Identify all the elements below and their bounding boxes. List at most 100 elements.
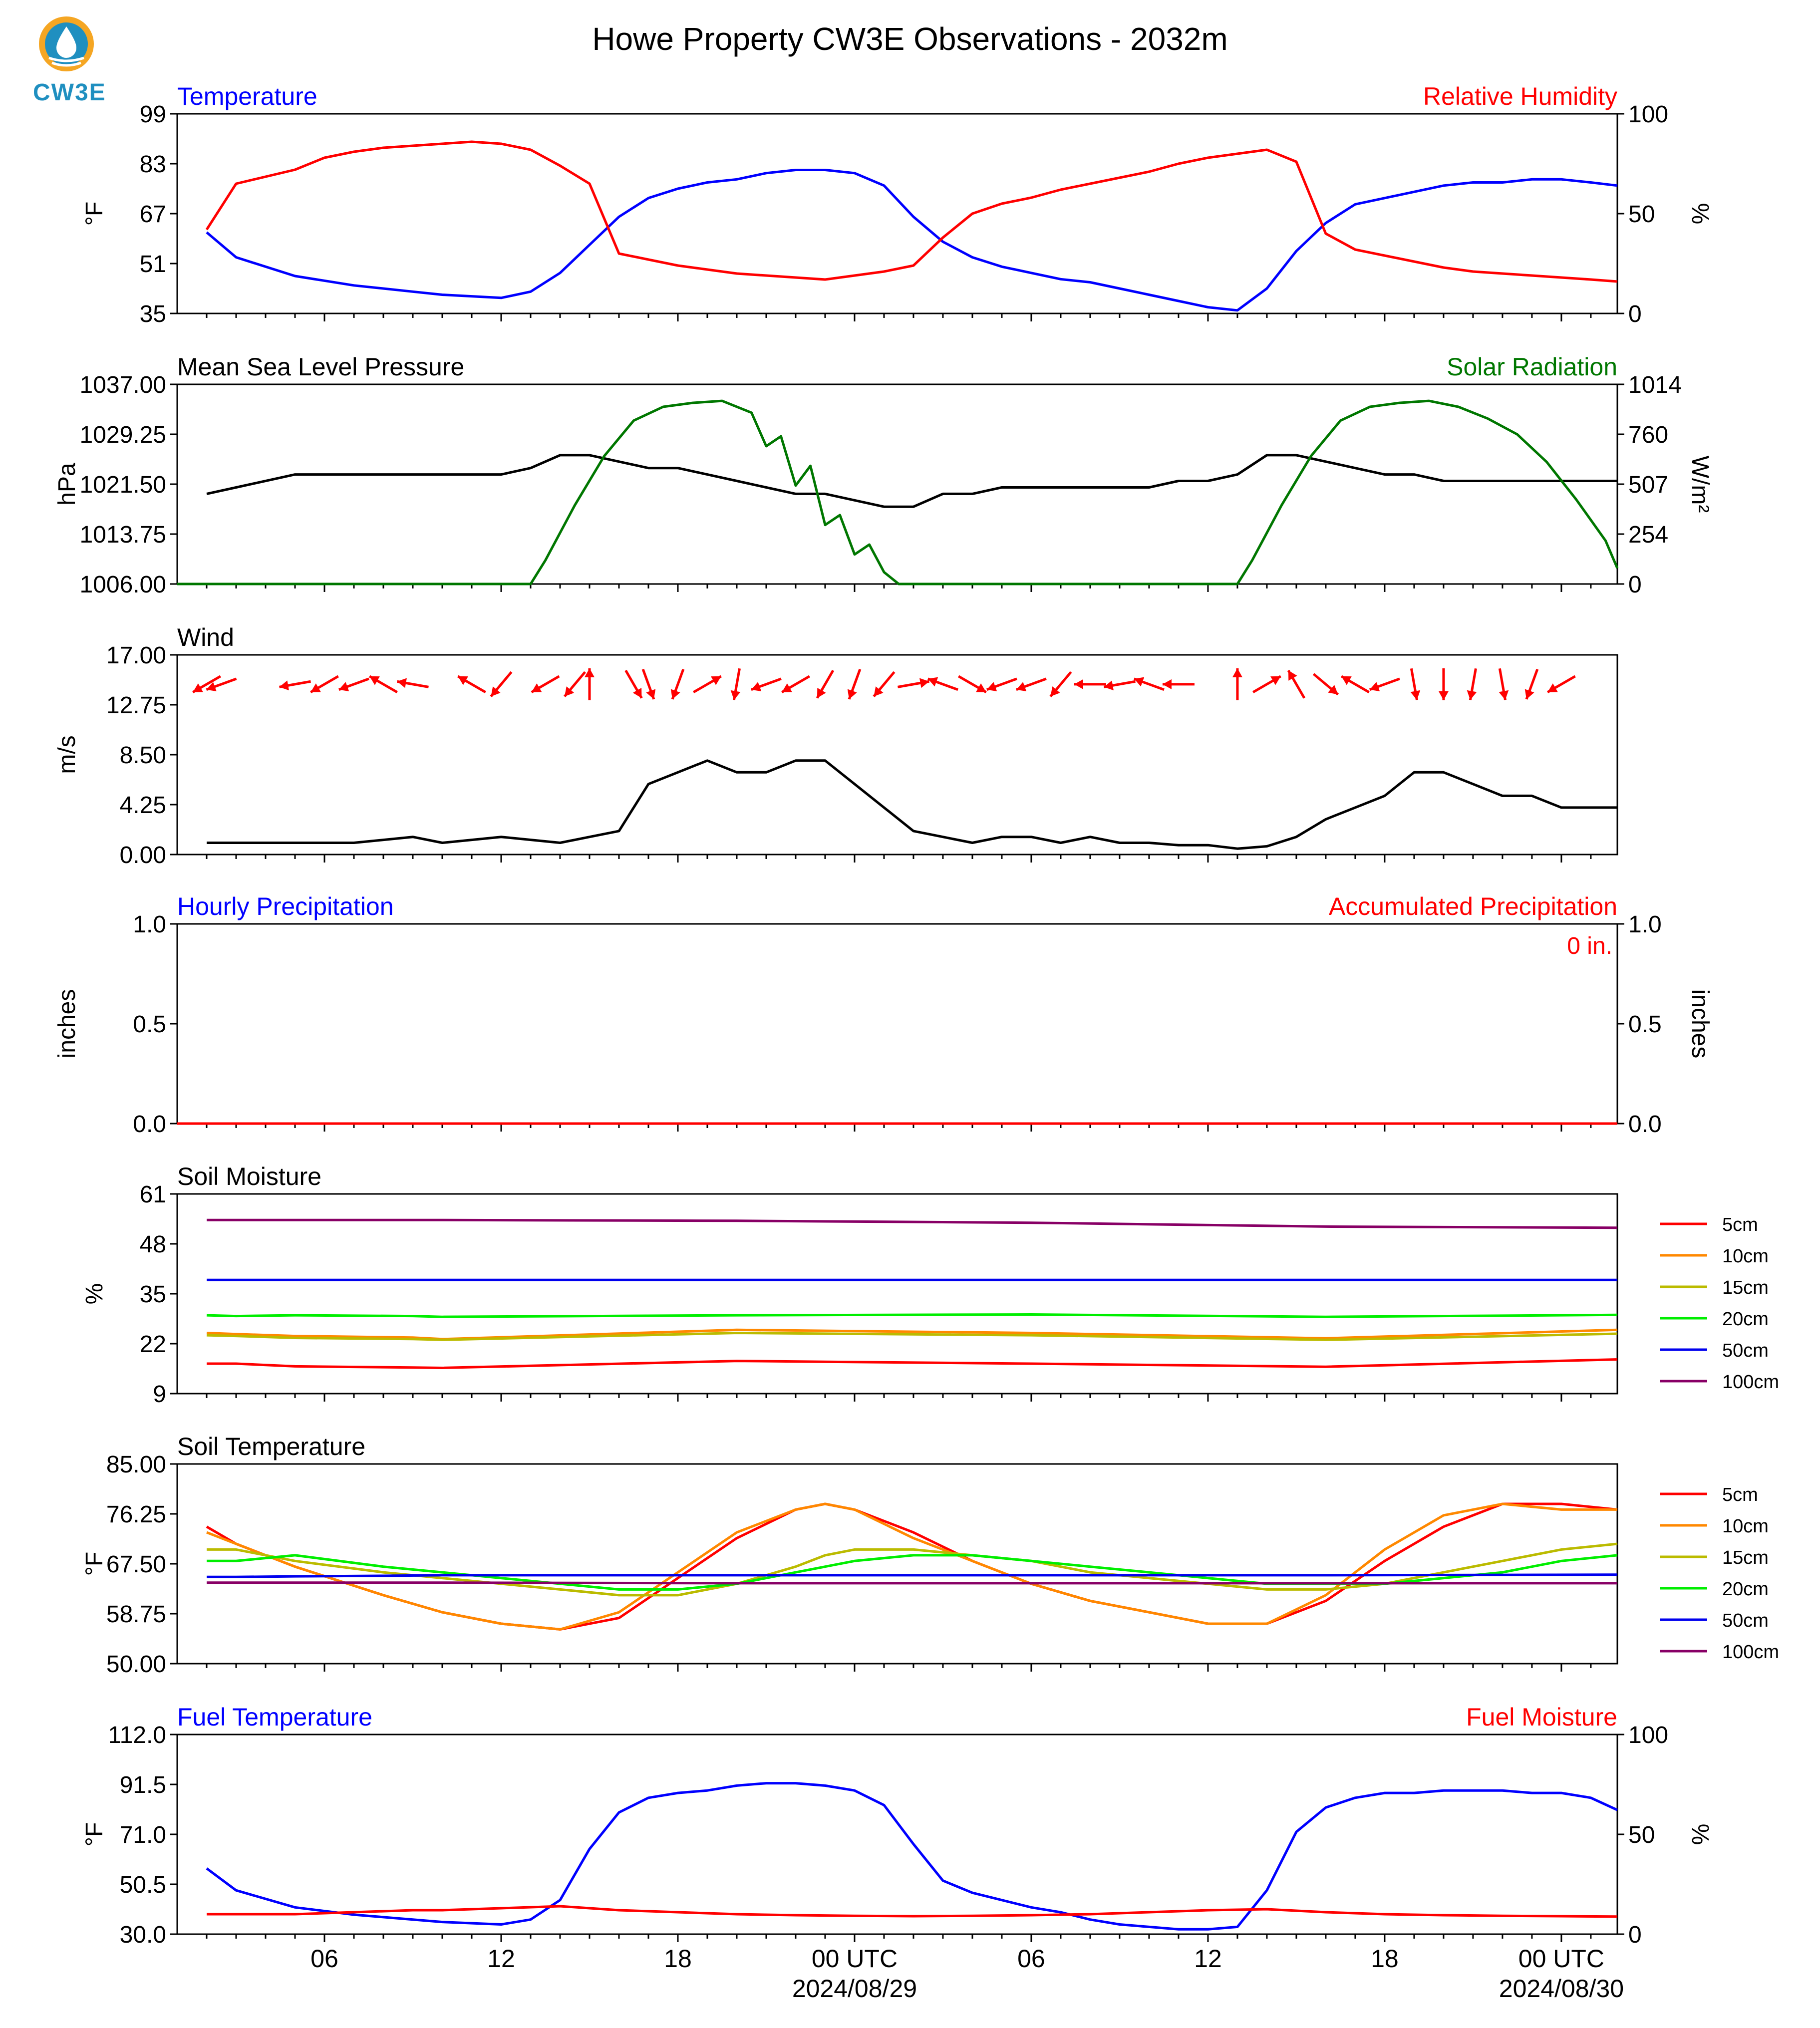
wind-arrow-head	[397, 678, 407, 688]
wind-arrow	[1134, 677, 1165, 691]
plot-frame	[176, 654, 1618, 856]
wind-arrow	[584, 668, 595, 700]
y-tick-label: 61	[140, 1181, 166, 1208]
legend-label: 5cm	[1722, 1484, 1758, 1505]
panel-title-left: Wind	[177, 623, 234, 651]
y-axis-label-right: inches	[1687, 989, 1713, 1059]
y-tick-label: 50.00	[106, 1651, 166, 1678]
y-tick-label-right: 100	[1628, 1722, 1668, 1748]
wind-arrow-head	[1328, 685, 1338, 695]
panel-title-left: Hourly Precipitation	[177, 892, 394, 920]
y-tick-label: 0.0	[133, 1111, 166, 1138]
wind-arrow	[397, 678, 429, 688]
series-line-20cm	[206, 1313, 1618, 1318]
y-tick-label-right: 50	[1628, 1822, 1655, 1848]
wind-arrow	[730, 668, 741, 700]
y-tick-label: 76.25	[106, 1501, 166, 1528]
logo-text: CW3E	[33, 79, 106, 106]
series-line-mean-sea-level-pressure	[206, 454, 1617, 508]
y-tick-label: 48	[140, 1231, 166, 1258]
y-tick-label: 35	[140, 1281, 166, 1308]
wind-arrow	[369, 675, 398, 693]
y-axis-label: m/s	[54, 735, 80, 774]
wind-arrow	[279, 680, 311, 691]
y-axis-label: %	[81, 1283, 108, 1305]
y-tick-label: 1029.25	[79, 422, 166, 448]
wind-arrow	[1312, 673, 1339, 696]
series-line-temperature	[206, 169, 1618, 312]
y-tick-label: 0.5	[133, 1011, 166, 1038]
y-tick-label: 12.75	[106, 692, 166, 719]
wind-arrow-head	[338, 682, 349, 692]
series-line-solar-radiation	[177, 399, 1619, 585]
wind-arrow-head	[1547, 683, 1558, 692]
wind-arrow-head	[1270, 676, 1281, 685]
plot-frame	[176, 1463, 1618, 1665]
y-axis-label: °F	[81, 202, 108, 226]
series-line-fuel-temperature	[206, 1782, 1618, 1931]
wind-arrow-head	[193, 683, 203, 692]
wind-arrow	[531, 675, 560, 693]
panel-title-right: Accumulated Precipitation	[1329, 892, 1617, 920]
y-tick-label: 8.50	[120, 742, 166, 769]
wind-arrow-head	[927, 677, 938, 687]
wind-arrow-head	[1016, 682, 1027, 692]
y-tick-label-right: 100	[1628, 101, 1668, 128]
panel-5: Soil Temperature 50.00 58.75 67.50 76.25 85.0…	[81, 1433, 1779, 1678]
wind-arrow-head	[751, 682, 762, 692]
y-tick-label: 35	[140, 301, 166, 327]
panels-group: Temperature Relative Humidity 35 51 67 83 99 0 5…	[54, 82, 1779, 1948]
wind-arrow	[1252, 675, 1281, 693]
y-tick-label: 22	[140, 1331, 166, 1358]
legend-label: 5cm	[1722, 1214, 1758, 1235]
wind-arrow	[1103, 680, 1136, 691]
x-tick-label: 18	[664, 1945, 692, 1973]
y-tick-label: 67.50	[106, 1551, 166, 1578]
wind-arrow-head	[874, 686, 884, 697]
wind-arrow-head	[310, 683, 321, 692]
wind-arrow	[1524, 668, 1539, 700]
wind-arrow	[847, 668, 862, 700]
wind-arrow	[1369, 677, 1400, 692]
wind-arrow	[781, 675, 810, 693]
y-tick-label: 83	[140, 151, 166, 178]
y-tick-label: 1021.50	[79, 472, 166, 498]
series-line-fuel-moisture	[207, 1905, 1618, 1918]
wind-arrow	[1410, 668, 1421, 700]
wind-arrow	[670, 668, 685, 700]
legend-label: 100cm	[1722, 1642, 1779, 1663]
wind-arrow-head	[730, 690, 741, 700]
y-axis-label-right: %	[1687, 1824, 1713, 1845]
legend-label: 50cm	[1722, 1610, 1769, 1631]
wind-arrow-head	[206, 682, 217, 692]
wind-arrow-head	[531, 683, 542, 692]
wind-arrow-head	[1288, 670, 1297, 681]
panel-1: Mean Sea Level Pressure Solar Radiation 10…	[54, 353, 1713, 598]
panel-title-left: Soil Moisture	[177, 1162, 321, 1190]
wind-arrow	[641, 668, 656, 700]
wind-arrow	[1498, 668, 1509, 700]
x-tick-label: 12	[487, 1945, 515, 1973]
wind-arrow-head	[369, 676, 380, 685]
wind-arrow	[751, 677, 782, 692]
y-tick-label: 30.0	[120, 1922, 166, 1948]
panel-6: Fuel Temperature Fuel Moisture 30.0 50.5 71.…	[81, 1703, 1713, 1948]
y-tick-label: 58.75	[106, 1601, 166, 1628]
wind-arrow	[693, 675, 722, 693]
series-line-5cm	[207, 1358, 1618, 1369]
wind-arrow-head	[458, 676, 468, 685]
wind-arrow-head	[817, 687, 826, 698]
y-tick-label-right: 0	[1628, 301, 1642, 327]
panel-0: Temperature Relative Humidity 35 51 67 83 99 0 5…	[81, 82, 1713, 327]
wind-arrow-head	[847, 689, 857, 699]
panel-4: Soil Moisture 9 22 35 48 61% 5cm 10cm 15cm 20cm 50…	[81, 1162, 1779, 1408]
wind-arrow-head	[1232, 668, 1242, 677]
wind-arrow-head	[1438, 691, 1449, 700]
wind-arrow	[1287, 669, 1306, 699]
wind-arrow	[927, 677, 958, 691]
y-axis-label-right: %	[1687, 203, 1713, 225]
y-tick-label: 50.5	[120, 1872, 166, 1898]
y-axis-label: °F	[81, 1822, 108, 1847]
wind-arrow-head	[1162, 679, 1172, 689]
legend-label: 10cm	[1722, 1516, 1769, 1537]
